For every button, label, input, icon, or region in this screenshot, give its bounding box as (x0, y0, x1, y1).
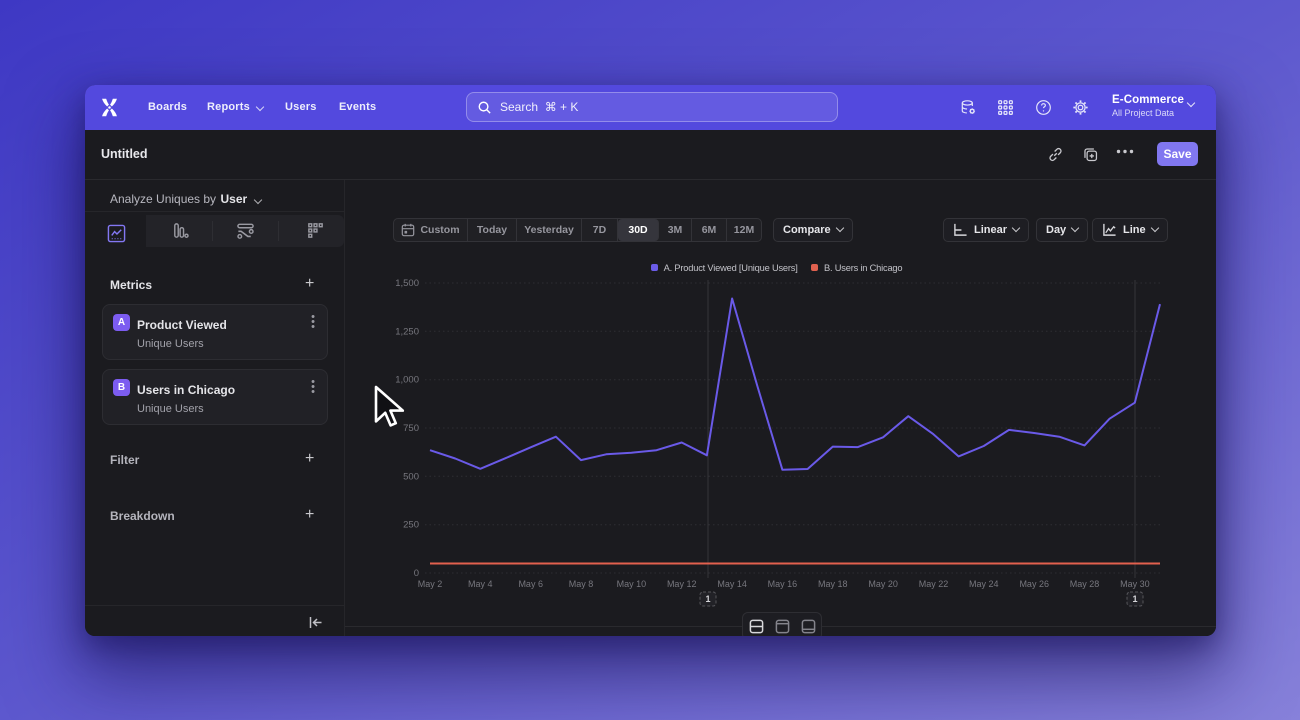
svg-text:May 12: May 12 (667, 579, 697, 589)
svg-text:May 20: May 20 (868, 579, 898, 589)
svg-text:250: 250 (403, 520, 419, 531)
svg-text:May 24: May 24 (969, 579, 999, 589)
svg-text:May 28: May 28 (1070, 579, 1100, 589)
svg-text:May 6: May 6 (518, 579, 543, 589)
svg-text:May 18: May 18 (818, 579, 848, 589)
svg-text:1,250: 1,250 (395, 326, 419, 337)
svg-text:May 22: May 22 (919, 579, 949, 589)
svg-text:750: 750 (403, 423, 419, 434)
svg-text:500: 500 (403, 471, 419, 482)
svg-text:0: 0 (414, 568, 419, 579)
svg-text:May 2: May 2 (418, 579, 443, 589)
svg-text:May 26: May 26 (1019, 579, 1049, 589)
svg-text:1: 1 (1132, 594, 1137, 604)
svg-text:May 16: May 16 (768, 579, 798, 589)
svg-text:May 8: May 8 (569, 579, 594, 589)
svg-text:May 4: May 4 (468, 579, 493, 589)
svg-text:1,000: 1,000 (395, 375, 419, 386)
svg-text:May 14: May 14 (717, 579, 747, 589)
svg-text:1: 1 (705, 594, 710, 604)
svg-text:May 30: May 30 (1120, 579, 1150, 589)
svg-text:1,500: 1,500 (395, 278, 419, 289)
svg-text:May 10: May 10 (617, 579, 647, 589)
